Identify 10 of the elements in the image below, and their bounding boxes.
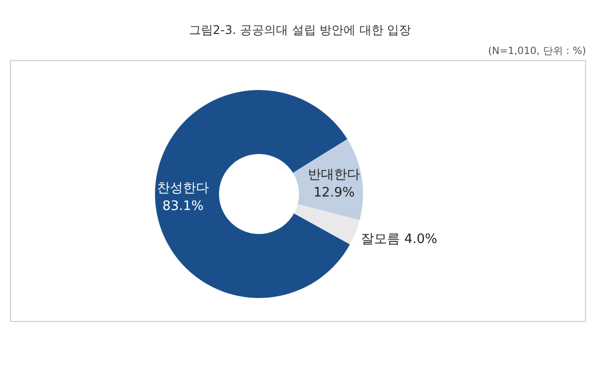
donut-slice bbox=[292, 139, 363, 220]
slice-label: 잘모름 bbox=[361, 232, 400, 247]
data-label: 12.9% bbox=[313, 186, 355, 201]
donut-slice bbox=[294, 204, 360, 244]
data-label: 83.1% bbox=[162, 198, 204, 214]
slice-label: 반대한다 bbox=[308, 168, 360, 183]
chart-title: 그림2-3. 공공의대 설립 방안에 대한 입장 bbox=[188, 22, 412, 39]
data-label: 4.0% bbox=[404, 232, 438, 247]
text: (N=1,010, 단위 : %) bbox=[487, 45, 587, 59]
slice-label: 찬성한다 bbox=[157, 180, 210, 196]
